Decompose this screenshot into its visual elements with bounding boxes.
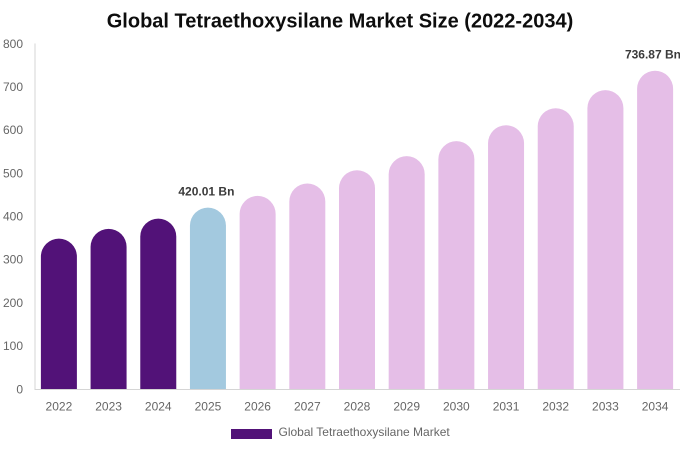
svg-text:736.87 Bn: 736.87 Bn [625, 48, 680, 62]
svg-text:2027: 2027 [294, 400, 321, 414]
svg-text:2023: 2023 [95, 400, 122, 414]
svg-text:100: 100 [3, 339, 23, 353]
svg-text:2034: 2034 [642, 400, 669, 414]
svg-text:2032: 2032 [542, 400, 569, 414]
svg-text:2025: 2025 [195, 400, 222, 414]
svg-text:2030: 2030 [443, 400, 470, 414]
svg-text:2026: 2026 [244, 400, 271, 414]
svg-text:0: 0 [16, 382, 23, 396]
svg-text:420.01 Bn: 420.01 Bn [178, 185, 234, 199]
svg-text:2031: 2031 [493, 400, 520, 414]
svg-text:800: 800 [3, 37, 23, 51]
svg-text:2029: 2029 [393, 400, 420, 414]
svg-text:2028: 2028 [344, 400, 371, 414]
svg-text:Global Tetraethoxysilane Marke: Global Tetraethoxysilane Market Size (20… [107, 11, 574, 33]
svg-text:300: 300 [3, 253, 23, 267]
svg-text:2033: 2033 [592, 400, 619, 414]
svg-text:Global Tetraethoxysilane Marke: Global Tetraethoxysilane Market [279, 425, 451, 439]
svg-text:2024: 2024 [145, 400, 172, 414]
svg-text:700: 700 [3, 80, 23, 94]
svg-text:500: 500 [3, 166, 23, 180]
svg-text:400: 400 [3, 210, 23, 224]
svg-text:2022: 2022 [46, 400, 73, 414]
svg-text:600: 600 [3, 123, 23, 137]
svg-text:200: 200 [3, 296, 23, 310]
